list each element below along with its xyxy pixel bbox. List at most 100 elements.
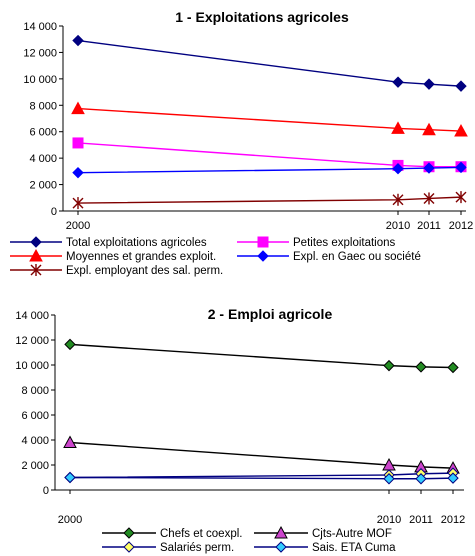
data-point <box>72 34 84 47</box>
data-point <box>64 338 76 351</box>
chart-2: 2 - Emploi agricole 0 2 000 4 000 6 000 8 000… <box>15 306 465 554</box>
legend-label: Petites exploitations <box>293 237 396 249</box>
legend-marker <box>257 236 269 248</box>
legend-item: Petites exploitations <box>237 236 396 249</box>
y-tick-label: 0 <box>51 206 57 218</box>
data-point <box>455 80 467 92</box>
legend-label: Sais. ETA Cuma <box>312 542 396 554</box>
x-tick-label: 2012 <box>441 514 465 526</box>
y-tick-label: 2 000 <box>29 180 57 192</box>
chart-1: 1 - Exploitations agricoles 0 2 000 4 000 6 … <box>10 9 473 277</box>
legend-label: Expl. employant des sal. perm. <box>66 265 223 277</box>
data-point <box>423 78 435 90</box>
data-point <box>454 124 468 137</box>
y-tick-label: 8 000 <box>29 100 57 112</box>
series-moyennes-et-grandes-exploit <box>71 101 468 137</box>
data-point <box>392 193 404 206</box>
legend-label: Salariés perm. <box>160 542 234 554</box>
series-line <box>77 107 462 132</box>
y-tick-label: 10 000 <box>23 74 57 86</box>
series-line <box>77 39 462 87</box>
legend-item: Expl. employant des sal. perm. <box>10 264 223 277</box>
legend-label: Cjts-Autre MOF <box>312 528 392 540</box>
legend-item: Chefs et coexpl. <box>102 527 242 540</box>
y-tick-label: 10 000 <box>15 360 49 372</box>
y-tick-label: 14 000 <box>23 21 57 33</box>
series-line <box>69 476 454 480</box>
data-point <box>391 121 405 134</box>
data-point <box>447 361 459 374</box>
x-tick-label: 2011 <box>417 220 441 232</box>
legend-marker <box>274 525 288 539</box>
data-point <box>455 161 467 174</box>
data-point <box>423 192 435 205</box>
data-point <box>63 435 77 448</box>
data-point <box>71 101 85 115</box>
legend-item: Salariés perm. <box>102 541 234 554</box>
x-tick-label: 2000 <box>58 514 82 526</box>
x-tick-label: 2010 <box>377 514 401 526</box>
legend-item: Moyennes et grandes exploit. <box>10 248 216 263</box>
legend-item: Total exploitations agricoles <box>10 236 207 249</box>
series-line <box>69 441 454 469</box>
series-cjts-autre-mof <box>63 435 460 474</box>
data-point <box>392 163 404 175</box>
y-tick-label: 14 000 <box>15 310 49 322</box>
legend-marker <box>29 248 43 262</box>
y-tick-label: 8 000 <box>21 385 49 397</box>
legend-item: Cjts-Autre MOF <box>254 525 392 540</box>
series-line <box>77 166 462 174</box>
series-expl-employant-des-sal-perm <box>72 191 467 210</box>
series-sais-eta-cuma <box>64 471 459 485</box>
data-point <box>415 361 427 373</box>
legend: Total exploitations agricoles Petites exp… <box>10 236 421 277</box>
data-point <box>64 471 76 484</box>
data-point <box>422 122 436 136</box>
y-tick-label: 0 <box>43 485 49 497</box>
y-tick-label: 4 000 <box>29 153 57 165</box>
x-tick-label: 2000 <box>66 220 90 232</box>
series-total-exploitations-agricoles <box>72 34 467 92</box>
series-line <box>69 343 454 369</box>
series-line <box>69 472 454 479</box>
chart-title: 1 - Exploitations agricoles <box>175 9 349 25</box>
y-tick-label: 2 000 <box>21 460 49 472</box>
series-line <box>77 142 461 168</box>
legend-label: Chefs et coexpl. <box>160 528 242 540</box>
data-point <box>72 137 84 149</box>
data-point <box>447 472 459 484</box>
legend-label: Moyennes et grandes exploit. <box>66 251 216 263</box>
legend-label: Expl. en Gaec ou société <box>293 251 421 263</box>
series-line <box>77 196 462 204</box>
y-tick-label: 6 000 <box>21 410 49 422</box>
y-tick-label: 12 000 <box>23 47 57 59</box>
legend-marker <box>30 236 42 248</box>
data-point <box>423 162 435 174</box>
x-tick-label: 2012 <box>449 220 473 232</box>
legend-item: Sais. ETA Cuma <box>254 541 396 554</box>
data-point <box>383 473 395 485</box>
legend-item: Expl. en Gaec ou société <box>237 250 421 263</box>
legend: Chefs et coexpl. Cjts-Autre MOF Salariés p… <box>102 525 396 554</box>
y-tick-label: 12 000 <box>15 335 49 347</box>
y-tick-label: 6 000 <box>29 127 57 139</box>
legend-marker <box>123 541 135 553</box>
data-point <box>392 76 404 88</box>
series-expl-en-gaec-ou-societe <box>72 161 467 179</box>
legend-label: Total exploitations agricoles <box>66 237 207 249</box>
data-point <box>415 473 427 485</box>
legend-marker <box>123 527 135 539</box>
legend-marker <box>30 264 42 276</box>
y-tick-label: 4 000 <box>21 435 49 447</box>
legend-marker <box>275 541 287 553</box>
x-tick-label: 2011 <box>409 514 433 526</box>
series-salaries-perm <box>64 467 459 484</box>
x-tick-label: 2010 <box>386 220 410 232</box>
data-point <box>72 197 84 210</box>
legend-marker <box>257 250 269 262</box>
data-point <box>72 166 84 179</box>
chart-title: 2 - Emploi agricole <box>208 306 333 322</box>
series-petites-exploitations <box>72 137 467 173</box>
series-chefs-et-coexpl <box>64 338 459 374</box>
